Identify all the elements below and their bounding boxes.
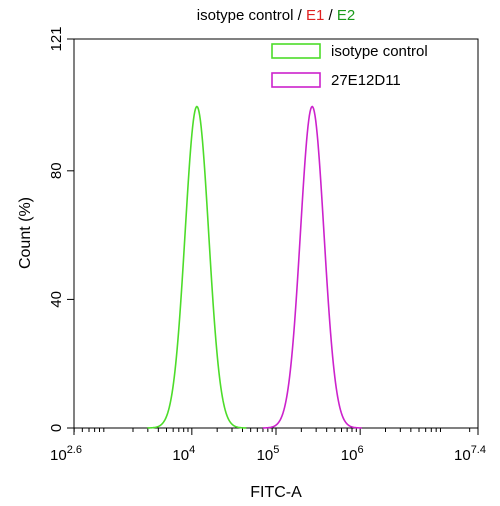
y-tick-label: 80	[48, 162, 65, 179]
x-tick-label: 105	[257, 444, 280, 464]
title-part-e2: E2	[337, 7, 355, 24]
y-axis-label: Count (%)	[17, 197, 34, 269]
x-axis: 102.6 104 105 106 107.4	[50, 428, 486, 464]
chart-title: isotype control / E1 / E2	[197, 7, 355, 24]
series-line-isotype-control	[147, 105, 247, 429]
legend: isotype control 27E12D11	[271, 43, 428, 89]
series-line-27e12d11	[262, 105, 362, 429]
x-axis-label: FITC-A	[250, 484, 302, 501]
x-tick-label: 107.4	[454, 444, 486, 464]
title-part-isotype: isotype control /	[197, 7, 306, 24]
plot-frame	[73, 38, 479, 429]
legend-label-isotype-control: isotype control	[331, 43, 428, 60]
x-tick-label: 104	[172, 444, 195, 464]
legend-swatch-27e12d11	[271, 72, 321, 88]
y-tick-label: 40	[48, 291, 65, 308]
x-tick-label: 102.6	[50, 444, 82, 464]
series-group	[147, 105, 362, 429]
x-tick-label: 106	[341, 444, 364, 464]
title-part-e1: E1	[306, 7, 324, 24]
y-tick-label: 121	[48, 26, 65, 51]
y-axis: 0 40 80 121	[48, 26, 74, 432]
title-separator: /	[324, 7, 337, 24]
legend-swatch-isotype-control	[271, 43, 321, 59]
legend-label-27e12d11: 27E12D11	[331, 72, 401, 89]
y-tick-label: 0	[48, 424, 65, 432]
